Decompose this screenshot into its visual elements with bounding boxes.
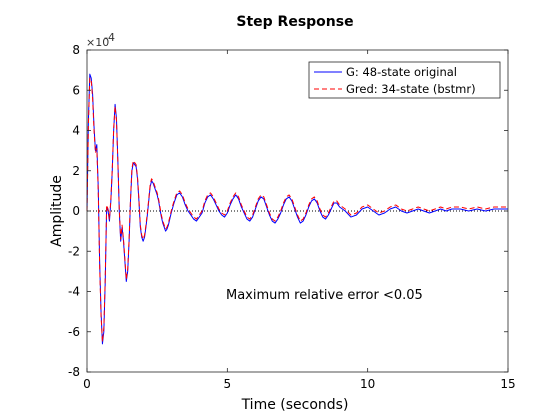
series-line-1 [86, 77, 508, 343]
legend-box [308, 61, 501, 99]
y-tick-label: -4 [68, 285, 80, 299]
y-exponent-power: -4 [104, 31, 115, 44]
y-ticks-layer: -8 -6 -4 -2 0 2 4 6 8 [68, 43, 508, 379]
legend[interactable]: G: 48-state original Gred: 34-state (bst… [308, 61, 501, 99]
y-tick-label: 0 [72, 204, 80, 218]
y-tick-label: -6 [68, 325, 80, 339]
x-tick-label: 10 [360, 377, 375, 391]
chart-title: Step Response [236, 14, 353, 30]
y-tick-label: -2 [68, 244, 80, 258]
y-tick-label: 4 [72, 124, 80, 138]
y-exponent-base: ×10 [86, 36, 109, 49]
x-tick-label: 15 [500, 377, 515, 391]
legend-label-series-0: G: 48-state original [346, 65, 457, 79]
x-ticks-layer: 0 5 10 15 [83, 50, 516, 391]
y-tick-label: -8 [68, 365, 80, 379]
y-tick-label: 6 [72, 83, 80, 97]
series-line-0 [86, 73, 508, 345]
y-exponent-label: ×10 -4 [86, 31, 115, 49]
series-layer [86, 73, 508, 345]
y-axis-label: Amplitude [49, 175, 65, 247]
x-tick-label: 0 [83, 377, 91, 391]
y-tick-label: 2 [72, 164, 80, 178]
y-tick-label: 8 [72, 43, 80, 57]
x-tick-label: 5 [224, 377, 232, 391]
legend-label-series-1: Gred: 34-state (bstmr) [346, 82, 476, 96]
x-axis-label: Time (seconds) [241, 397, 349, 413]
annotation-text: Maximum relative error <0.05 [226, 288, 423, 303]
